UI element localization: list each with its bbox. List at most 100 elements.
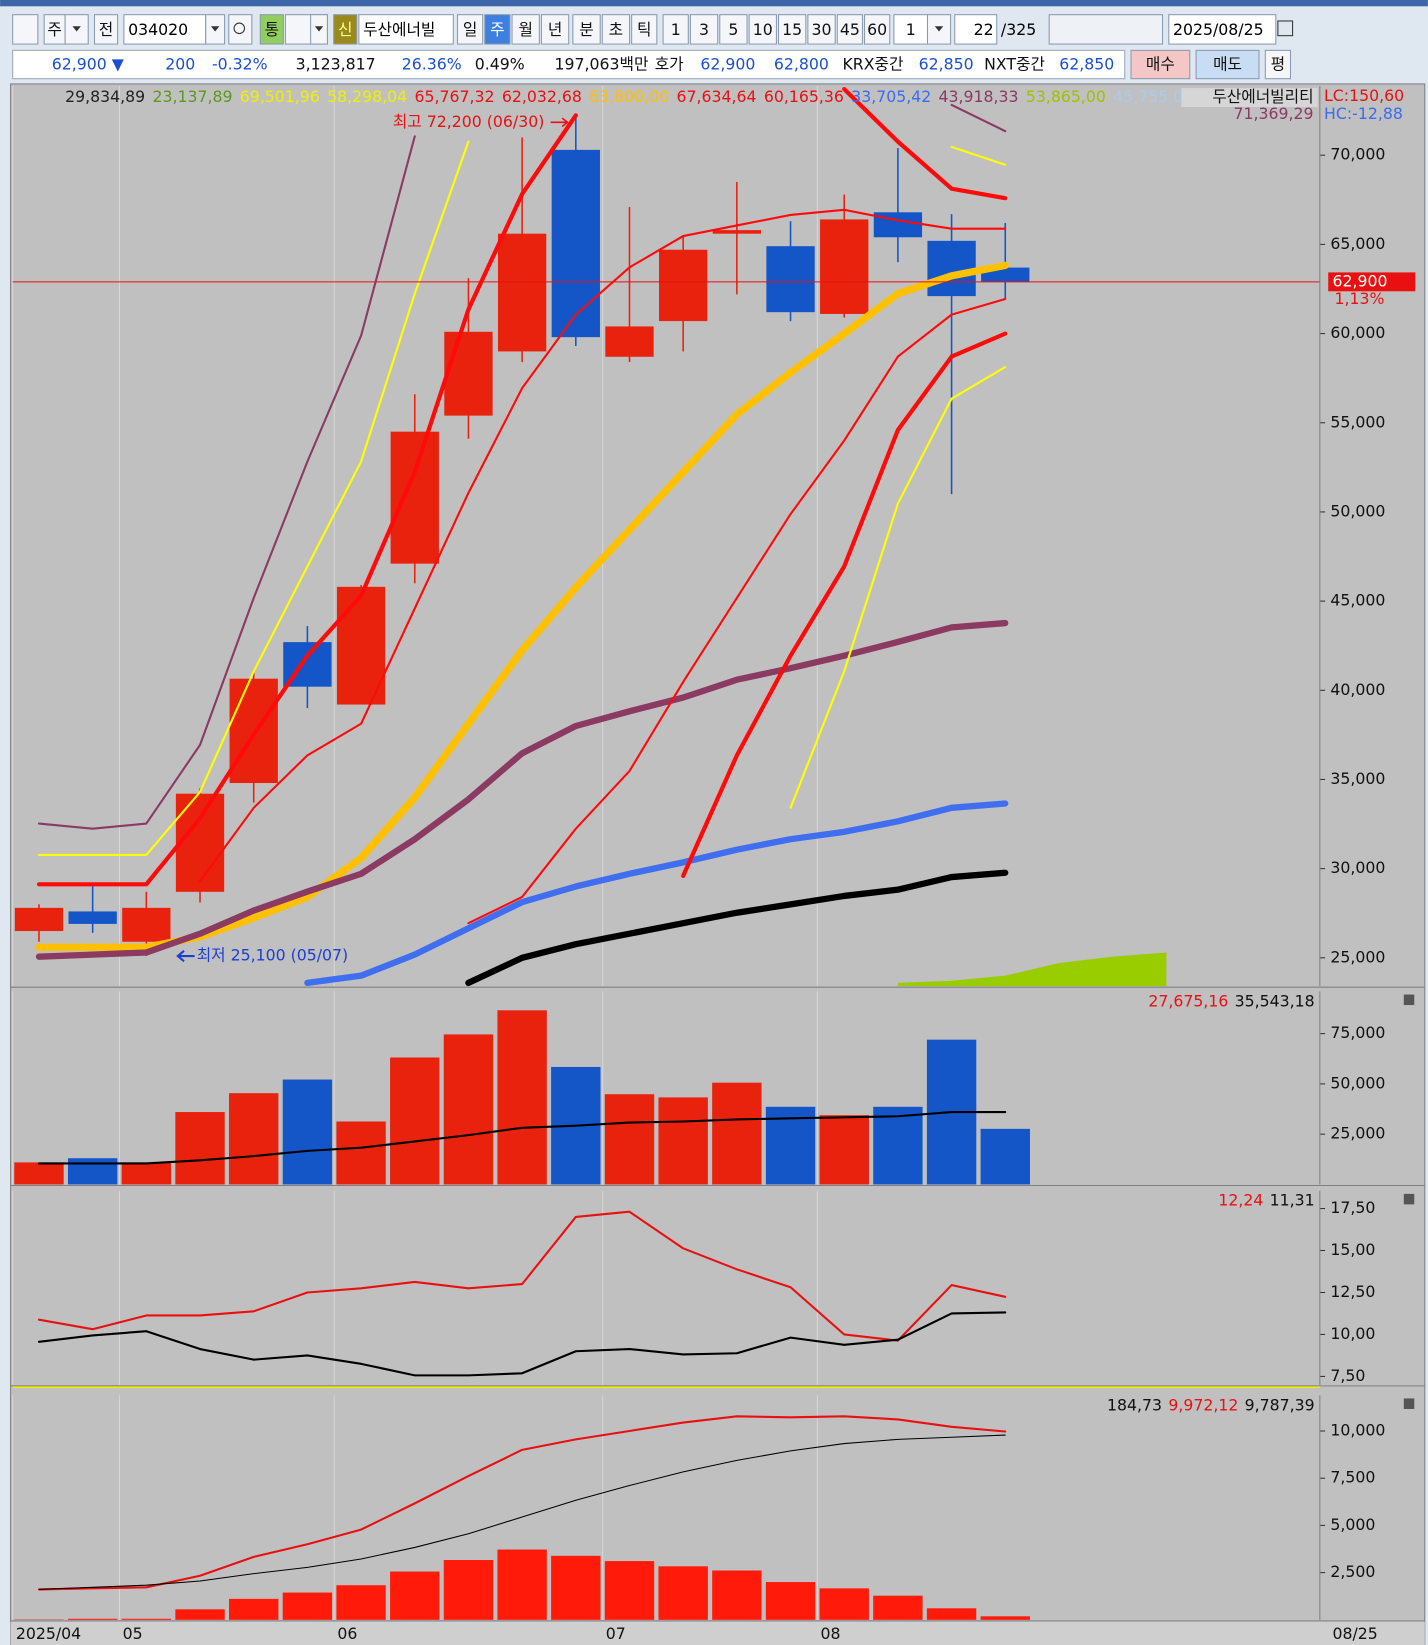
toolbar-button[interactable]	[748, 14, 777, 45]
toolbar-label: 1	[906, 20, 916, 39]
quote-value: NXT중간	[984, 55, 1045, 74]
legend-value: 11,31	[1270, 1191, 1315, 1210]
panel-close[interactable]	[1403, 1398, 1415, 1409]
quote-value: -0.32%	[212, 55, 268, 74]
toolbar-label: 월	[518, 20, 532, 39]
toolbar-button[interactable]	[259, 14, 284, 45]
toolbar-button[interactable]	[511, 14, 540, 45]
toolbar-button[interactable]	[93, 14, 119, 45]
toolbar-button[interactable]	[954, 14, 998, 45]
bar	[175, 1609, 225, 1620]
toolbar-label: 두산에너빌	[363, 20, 435, 39]
indicator-line	[36, 86, 1008, 887]
quote-value: 3,123,817	[296, 55, 376, 74]
extra-value: 71,369,29	[1234, 104, 1314, 123]
candle-body	[175, 793, 225, 892]
search-button[interactable]	[228, 14, 253, 45]
toolbar-button[interactable]	[1168, 14, 1277, 45]
toolbar-button[interactable]	[601, 14, 631, 45]
y-tick-label: 45,000	[1330, 591, 1385, 610]
y-tick-label: 25,000	[1330, 1124, 1385, 1143]
bar	[390, 1571, 440, 1620]
panel	[12, 1190, 1320, 1385]
bar	[497, 1010, 547, 1185]
bar	[926, 1608, 977, 1620]
toolbar-button[interactable]	[836, 14, 863, 45]
order-button[interactable]	[1130, 49, 1191, 80]
quote-box	[12, 49, 1126, 80]
indicator-line	[37, 103, 1007, 830]
indicator-line	[38, 1434, 1006, 1590]
bar	[873, 1106, 923, 1185]
y-tick-label: 25,000	[1330, 947, 1385, 966]
toolbar-button[interactable]	[807, 14, 836, 45]
current-price-label: 62,900	[1332, 271, 1387, 290]
toolbar-label: 30	[812, 20, 832, 39]
candle-body	[390, 431, 439, 564]
search-icon	[233, 22, 246, 35]
legend-value: 45,755,00	[1113, 87, 1193, 106]
low-arrow	[176, 949, 195, 963]
indicator-line	[304, 800, 1009, 987]
toolbar-button[interactable]	[333, 14, 358, 45]
quote-value: KRX중간	[843, 55, 904, 74]
toolbar-button[interactable]	[719, 14, 748, 45]
tool-icons[interactable]	[1048, 14, 1164, 45]
legend-value: 60,165,36	[764, 87, 844, 106]
menu-icon[interactable]	[12, 14, 39, 45]
toolbar-button[interactable]	[864, 14, 891, 45]
bar	[765, 1582, 816, 1620]
quote-value: 매도	[1213, 55, 1242, 74]
toolbar-button[interactable]	[689, 14, 719, 45]
bar	[604, 1561, 655, 1620]
legend-value: 27,675,16	[1148, 991, 1228, 1010]
toolbar-button[interactable]	[662, 14, 689, 45]
dropdown-arrow	[934, 26, 944, 32]
panel-close[interactable]	[1403, 1193, 1415, 1205]
indicator-line	[789, 366, 1007, 809]
current-change: 1,13%	[1335, 289, 1385, 308]
quote-value: 26.36%	[402, 55, 462, 74]
toolbar-button[interactable]	[456, 14, 484, 45]
dropdown-arrow	[314, 26, 324, 32]
toolbar-button[interactable]	[572, 14, 601, 45]
toolbar-label: 주	[47, 20, 61, 39]
x-tick-label: 06	[337, 1624, 357, 1643]
bar	[282, 1592, 333, 1620]
bar	[229, 1598, 279, 1620]
y-tick-label: 10,000	[1330, 1420, 1385, 1439]
x-tick-label: 2025/04	[16, 1624, 81, 1643]
legend-value: 67,634,64	[677, 87, 757, 106]
bar	[765, 1106, 816, 1185]
candle-body	[551, 149, 600, 338]
indicator-line	[37, 1210, 1007, 1342]
toolbar-button[interactable]	[484, 14, 511, 45]
bar	[14, 1162, 64, 1185]
candle-body	[122, 907, 171, 942]
toolbar-button[interactable]	[540, 14, 570, 45]
quote-value: 62,850	[1059, 55, 1114, 74]
toolbar-button[interactable]	[777, 14, 807, 45]
toolbar-button[interactable]	[631, 14, 658, 45]
order-button[interactable]	[1264, 49, 1292, 80]
y-tick-label: 7,500	[1330, 1468, 1375, 1487]
toolbar-label: 3	[699, 20, 709, 39]
order-button[interactable]	[1195, 49, 1260, 80]
bar	[282, 1079, 333, 1185]
y-tick-label: 60,000	[1330, 323, 1385, 342]
calendar-icon[interactable]	[1277, 20, 1294, 37]
x-tick-label: 07	[606, 1624, 626, 1643]
toolbar-label: 1	[671, 20, 681, 39]
bar	[336, 1121, 386, 1185]
quote-value: 매수	[1146, 55, 1175, 74]
toolbar-button[interactable]	[358, 14, 454, 45]
y-tick-label: 17,50	[1330, 1198, 1375, 1217]
cloud-area	[897, 952, 1167, 987]
indicator-label: LC:150,60	[1324, 86, 1404, 105]
bar	[229, 1093, 279, 1185]
y-tick-label: 40,000	[1330, 680, 1385, 699]
indicator-line	[35, 619, 1009, 960]
panel-close[interactable]	[1403, 994, 1415, 1006]
toolbar-button[interactable]	[893, 14, 929, 45]
indicator-line	[37, 1415, 1007, 1591]
